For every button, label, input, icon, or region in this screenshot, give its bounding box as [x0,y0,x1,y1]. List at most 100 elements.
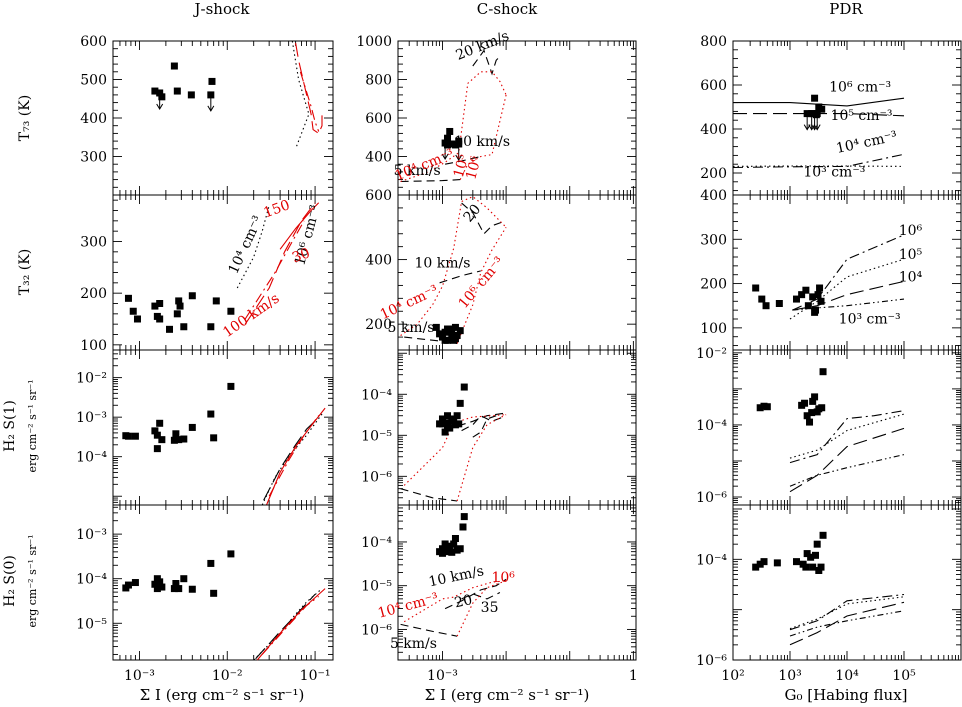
data-point [811,551,819,559]
y-tick-label: 10⁻⁶ [361,469,392,485]
panel-frame [112,349,334,506]
curve-label: 20 [453,592,474,611]
data-point [448,548,456,556]
panel-frame [732,349,962,506]
data-point [809,397,817,405]
x-tick-label: 1 [629,668,638,684]
data-point [459,523,467,531]
x-tick-label: 10⁻³ [427,668,458,684]
data-point [187,91,195,99]
data-point [212,297,220,305]
data-point [208,77,216,85]
x-tick-label: 10⁻² [212,668,243,684]
y-tick-label: 10⁻² [76,371,107,387]
model-curve [456,227,507,344]
data-point [448,330,456,338]
upper-limit-arrow [455,154,463,161]
curve-label: 10⁴ cm⁻³ [835,128,899,157]
curve-label: 30 [290,245,312,266]
model-curve [400,488,458,502]
y-tick-label: 10⁻⁴ [76,450,107,466]
model-curve [400,179,461,183]
model-curve [461,415,504,432]
y-tick-label: 10⁻² [696,346,727,362]
data-point [188,423,196,431]
model-curve [789,454,905,487]
data-point [444,422,452,430]
data-point [804,302,812,310]
data-point [817,563,825,571]
y-tick-label: 400 [700,122,727,138]
data-point [814,291,822,299]
data-point [180,323,188,331]
model-curve [244,202,316,325]
data-point [806,418,814,426]
data-point [176,302,184,310]
data-point [207,559,215,567]
model-curve [472,415,497,438]
data-point [133,315,141,323]
y-tick-label: 600 [365,111,392,127]
data-point [450,540,458,548]
y-tick-label: 10⁻⁴ [361,535,392,551]
data-point [451,534,459,542]
data-point [131,432,139,440]
data-point [813,540,821,548]
model-curve [444,155,481,165]
data-point [172,430,180,438]
curve-label: 10⁴ [899,269,923,285]
data-point [752,284,760,292]
data-point [432,323,440,331]
model-curve [792,280,905,311]
data-point [803,412,811,420]
curve-label: 10⁶ cm⁻³ [829,80,891,96]
panel-r2-c0: 10⁻⁴ 10⁻³ 10⁻² [76,349,334,506]
data-point [444,134,452,142]
data-point [438,549,446,557]
curve-label: 35 [481,600,499,616]
upper-limit-arrow [156,103,164,110]
data-point [180,435,188,443]
data-point [811,94,819,102]
model-curve [261,595,320,655]
data-point [809,563,817,571]
y-tick-label: 300 [80,235,107,251]
data-point [756,560,764,568]
data-point [124,581,132,589]
data-point [811,308,819,316]
model-curve [439,270,481,284]
model-curve [789,610,905,637]
y-tick-label: 600 [365,188,392,204]
data-point [798,291,806,299]
upper-limit-arrow [441,153,449,160]
row-title-2: H₂ S(1) [2,400,18,452]
data-point [170,436,178,444]
y-tick-label: 10⁻⁵ [361,428,392,444]
model-curve [789,593,905,631]
x-title-0: Σ I (erg cm⁻² s⁻¹ sr⁻¹) [140,686,305,704]
panel-r2-c1: 10⁻⁶ 10⁻⁵ 10⁻⁴ [361,349,637,506]
data-point [180,575,188,583]
curve-label: 20 km/s [454,28,512,64]
curve-label: 10⁶ [463,154,485,181]
row-titles: T₇₃ (K) T₃₂ (K) H₂ S(1) erg cm⁻² s⁻¹ sr⁻… [2,95,39,628]
data-point [210,434,218,442]
model-curve [299,71,320,132]
data-point [158,93,166,101]
y-tick-label: 500 [80,73,107,89]
data-point [156,578,164,586]
data-point [153,585,161,593]
data-point [156,315,164,323]
y-tick-label: 400 [365,253,392,269]
data-point [811,393,819,401]
row-title-3-unit: erg cm⁻² s⁻¹ sr⁻¹ [26,534,39,627]
data-point [819,368,827,376]
data-point [173,310,181,318]
model-curve [461,592,501,600]
data-point [444,542,452,550]
y-tick-label: 1000 [356,34,392,50]
model-curve [403,580,507,623]
data-point [809,293,817,301]
x-title-1: Σ I (erg cm⁻² s⁻¹ sr⁻¹) [425,686,590,704]
model-curve [789,601,905,646]
